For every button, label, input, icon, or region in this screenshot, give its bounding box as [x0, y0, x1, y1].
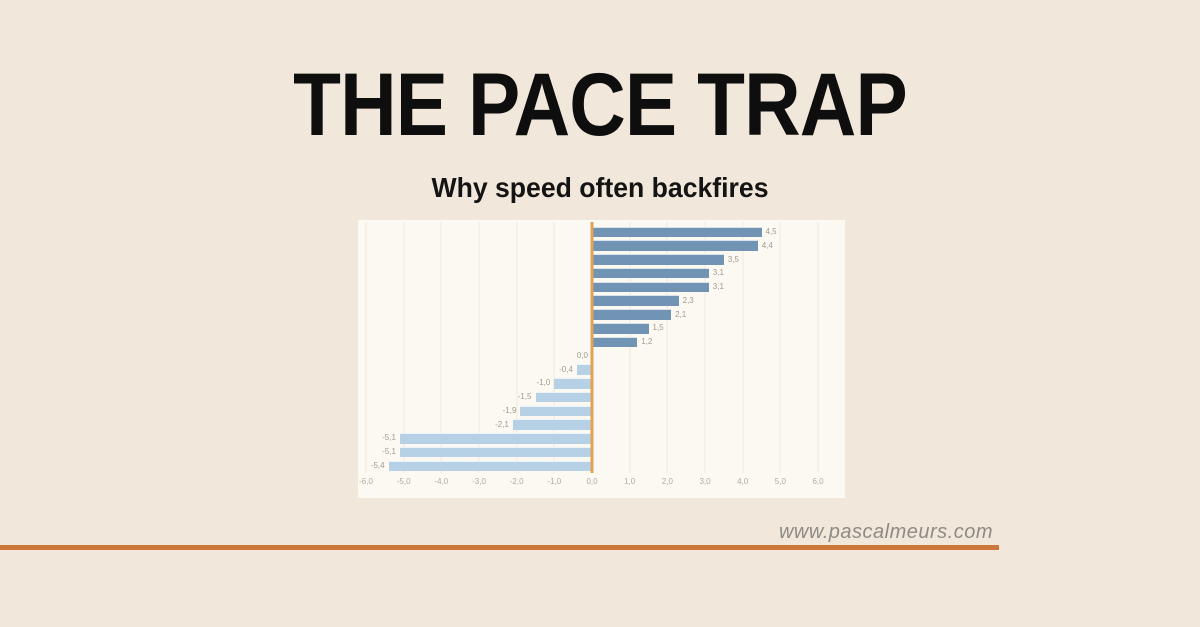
- bar-value-label: 3,5: [727, 254, 739, 264]
- negative-bar: [399, 446, 592, 458]
- positive-bar: [592, 309, 672, 320]
- bar-row: 2,3: [366, 294, 818, 308]
- positive-bar: [592, 226, 762, 238]
- gridline: [666, 222, 668, 473]
- bar-value-label: 1,5: [652, 323, 664, 333]
- x-axis-tick: -5,0: [396, 477, 411, 486]
- page-title: THE PACE TRAP: [293, 54, 908, 154]
- bar-value-label: 2,1: [675, 309, 687, 319]
- bar-value-label: -0,4: [559, 364, 573, 374]
- bar-row: -1,9: [366, 404, 818, 418]
- negative-bar: [576, 364, 592, 375]
- bar-value-label: 2,3: [682, 295, 694, 305]
- gridline: [779, 222, 781, 473]
- negative-bar: [388, 460, 592, 472]
- x-axis-tick: 6,0: [812, 477, 824, 486]
- negative-bar: [512, 419, 592, 430]
- gridline: [365, 222, 367, 473]
- x-axis-tick: -4,0: [434, 477, 449, 486]
- bar-row: -0,4: [366, 363, 818, 377]
- bar-row: 1,2: [366, 335, 818, 349]
- x-axis-tick: -6,0: [359, 477, 373, 486]
- gridline: [440, 222, 442, 473]
- bar-row: 3,5: [366, 253, 818, 267]
- negative-bar: [520, 405, 592, 417]
- positive-bar: [592, 267, 709, 279]
- gridline: [742, 222, 744, 473]
- bar-row: -1,0: [366, 376, 818, 390]
- accent-rule: [0, 545, 999, 550]
- bar-row: 3,1: [366, 266, 818, 280]
- gridline: [516, 222, 518, 473]
- bar-row: -5,1: [366, 445, 818, 459]
- page-subtitle: Why speed often backfires: [431, 172, 769, 203]
- bar-value-label: 1,2: [641, 337, 653, 347]
- x-axis-tick: -3,0: [472, 477, 486, 486]
- x-axis-tick: -2,0: [509, 477, 524, 486]
- bar-value-label: -2,1: [495, 419, 509, 429]
- bar-value-label: 0,0: [576, 350, 588, 360]
- positive-bar: [592, 254, 724, 265]
- bar-value-label: -5,1: [382, 433, 396, 443]
- bar-row: 1,5: [366, 321, 818, 335]
- negative-bar: [554, 378, 592, 389]
- bar-value-label: 3,1: [712, 282, 724, 292]
- bar-row: 3,1: [366, 280, 818, 294]
- bar-row: 0,0: [366, 349, 818, 363]
- bar-value-label: 3,1: [712, 268, 724, 278]
- bar-value-label: -5,1: [382, 447, 396, 457]
- x-axis-tick: 3,0: [699, 477, 711, 486]
- positive-bar: [592, 281, 709, 293]
- gridline: [629, 222, 631, 473]
- negative-bar: [535, 391, 592, 403]
- bar-row: -5,1: [366, 431, 818, 445]
- bar-value-label: 4,5: [765, 227, 777, 236]
- bar-row: -2,1: [366, 418, 818, 432]
- bar-row: 4,5: [366, 225, 818, 239]
- gridline: [704, 222, 706, 473]
- bar-value-label: -1,9: [502, 405, 517, 415]
- gridline: [403, 222, 405, 473]
- bar-rows: 4,5 4,4 3,5 3,1 3,1 2,3 2,1 1,5 1,2 0,0 -0,4 -1,0 -1…: [366, 225, 818, 473]
- bar-value-label: -1,0: [536, 378, 551, 388]
- gridline: [817, 222, 819, 473]
- plot-area: 4,5 4,4 3,5 3,1 3,1 2,3 2,1 1,5 1,2 0,0 -0,4 -1,0 -1…: [365, 222, 819, 473]
- chart-card: 4,5 4,4 3,5 3,1 3,1 2,3 2,1 1,5 1,2 0,0 -0,4 -1,0 -1…: [358, 220, 845, 498]
- bar-row: 4,4: [366, 239, 818, 253]
- x-axis: -6,0 -5,0 -4,0 -3,0 -2,0 -1,0 0,0 1,0 2,0 3,0 4,0 5…: [359, 473, 823, 498]
- negative-bar: [399, 433, 592, 444]
- bar-value-label: 4,4: [761, 240, 773, 250]
- bar-value-label: -1,5: [517, 392, 532, 402]
- positive-bar: [592, 295, 679, 307]
- x-axis-tick: 2,0: [661, 477, 673, 486]
- x-axis-tick: 0,0: [586, 477, 598, 486]
- positive-bar: [592, 240, 758, 251]
- gridline: [553, 222, 555, 473]
- bar-row: -1,5: [366, 390, 818, 404]
- x-axis-tick: 4,0: [737, 477, 749, 486]
- gridline: [478, 222, 480, 473]
- x-axis-tick: 1,0: [624, 477, 636, 486]
- positive-bar: [592, 322, 649, 334]
- bar-value-label: -5,4: [370, 461, 385, 471]
- x-axis-tick: 5,0: [774, 477, 786, 486]
- positive-bar: [592, 336, 638, 348]
- x-axis-tick: -1,0: [547, 477, 562, 486]
- bar-row: 2,1: [366, 308, 818, 322]
- bar-row: -5,4: [366, 459, 818, 473]
- website-url: www.pascalmeurs.com: [778, 521, 993, 543]
- zero-baseline: [590, 222, 594, 473]
